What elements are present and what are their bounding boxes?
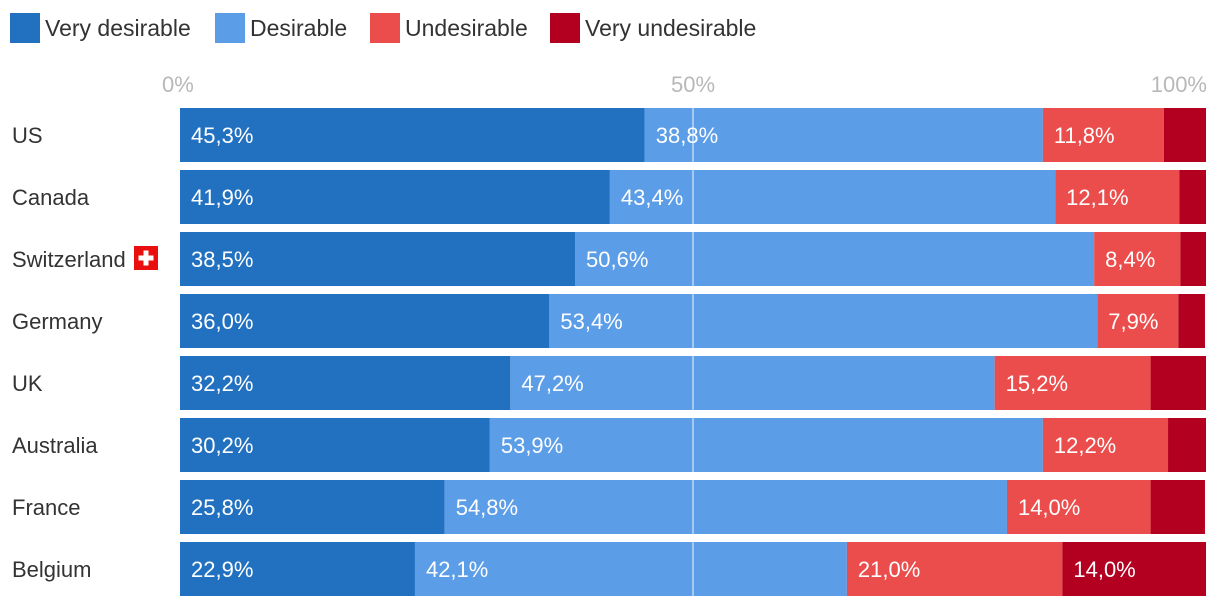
- value-label-germany-undesirable: 7,9%: [1108, 309, 1158, 334]
- bar-germany-very-undesirable: [1178, 294, 1205, 348]
- bar-france-very-undesirable: [1150, 480, 1205, 534]
- category-label-switzerland: Switzerland: [12, 247, 126, 272]
- legend-swatch-undesirable: [370, 13, 400, 43]
- x-axis: 0% 50% 100%: [162, 72, 1207, 97]
- category-label-canada: Canada: [12, 185, 90, 210]
- value-label-germany-very-desirable: 36,0%: [191, 309, 253, 334]
- bar-belgium-desirable: [414, 542, 847, 596]
- x-tick-100: 100%: [1151, 72, 1207, 97]
- bar-germany-desirable: [549, 294, 1098, 348]
- swiss-flag-icon: [134, 246, 158, 270]
- value-label-germany-desirable: 53,4%: [560, 309, 622, 334]
- bar-france-desirable: [444, 480, 1007, 534]
- value-label-switzerland-desirable: 50,6%: [586, 247, 648, 272]
- value-label-us-undesirable: 11,8%: [1054, 123, 1115, 148]
- legend: Very desirable Desirable Undesirable Very u…: [10, 13, 756, 43]
- category-label-belgium: Belgium: [12, 557, 91, 582]
- bar-france-very-desirable: [180, 480, 445, 534]
- category-labels: US Canada Switzerland Germany UK Australia Fra…: [12, 123, 158, 582]
- bar-uk-very-desirable: [180, 356, 511, 410]
- value-label-france-undesirable: 14,0%: [1018, 495, 1080, 520]
- legend-label-desirable: Desirable: [250, 15, 347, 41]
- legend-swatch-desirable: [215, 13, 245, 43]
- value-label-uk-very-desirable: 32,2%: [191, 371, 253, 396]
- value-label-us-desirable: 38,8%: [656, 123, 718, 148]
- bar-belgium-undesirable: [846, 542, 1063, 596]
- value-label-australia-desirable: 53,9%: [501, 433, 563, 458]
- bar-switzerland-very-desirable: [180, 232, 576, 286]
- value-label-belgium-very-desirable: 22,9%: [191, 557, 253, 582]
- bars: [180, 108, 1206, 596]
- bar-canada-very-desirable: [180, 170, 610, 224]
- category-label-australia: Australia: [12, 433, 98, 458]
- bar-switzerland-undesirable: [1094, 232, 1181, 286]
- category-label-us: US: [12, 123, 43, 148]
- bar-belgium-very-undesirable: [1062, 542, 1206, 596]
- value-label-canada-desirable: 43,4%: [621, 185, 683, 210]
- bar-canada-undesirable: [1055, 170, 1180, 224]
- x-tick-0: 0%: [162, 72, 194, 97]
- value-label-us-very-desirable: 45,3%: [191, 123, 253, 148]
- bar-canada-very-undesirable: [1179, 170, 1206, 224]
- category-label-germany: Germany: [12, 309, 102, 334]
- bar-us-very-desirable: [180, 108, 645, 162]
- bar-switzerland-desirable: [575, 232, 1095, 286]
- legend-label-undesirable: Undesirable: [405, 15, 528, 41]
- bar-canada-desirable: [609, 170, 1056, 224]
- bar-uk-very-undesirable: [1150, 356, 1206, 410]
- bar-australia-very-undesirable: [1168, 418, 1206, 472]
- value-label-australia-undesirable: 12,2%: [1054, 433, 1116, 458]
- bar-belgium-very-desirable: [180, 542, 415, 596]
- bar-uk-desirable: [510, 356, 995, 410]
- value-label-switzerland-undesirable: 8,4%: [1105, 247, 1155, 272]
- value-label-uk-undesirable: 15,2%: [1006, 371, 1068, 396]
- value-label-uk-desirable: 47,2%: [521, 371, 583, 396]
- legend-swatch-very-undesirable: [550, 13, 580, 43]
- bar-france-undesirable: [1006, 480, 1151, 534]
- bar-us-desirable: [644, 108, 1043, 162]
- bar-australia-desirable: [489, 418, 1043, 472]
- value-label-belgium-very-undesirable: 14,0%: [1073, 557, 1135, 582]
- value-label-belgium-desirable: 42,1%: [426, 557, 488, 582]
- value-label-switzerland-very-desirable: 38,5%: [191, 247, 253, 272]
- x-tick-50: 50%: [671, 72, 715, 97]
- legend-swatch-very-desirable: [10, 13, 40, 43]
- bar-switzerland-very-undesirable: [1180, 232, 1206, 286]
- bar-australia-very-desirable: [180, 418, 490, 472]
- bar-us-undesirable: [1042, 108, 1164, 162]
- bar-australia-undesirable: [1042, 418, 1169, 472]
- value-label-france-very-desirable: 25,8%: [191, 495, 253, 520]
- bar-germany-undesirable: [1097, 294, 1179, 348]
- value-label-belgium-undesirable: 21,0%: [858, 557, 920, 582]
- value-label-australia-very-desirable: 30,2%: [191, 433, 253, 458]
- bar-uk-undesirable: [994, 356, 1151, 410]
- labels: 45,3% 38,8% 11,8% 41,9% 43,4% 12,1% 38,5% 50,6%…: [191, 123, 1158, 582]
- value-label-canada-undesirable: 12,1%: [1066, 185, 1128, 210]
- category-label-france: France: [12, 495, 80, 520]
- value-label-canada-very-desirable: 41,9%: [191, 185, 253, 210]
- legend-label-very-desirable: Very desirable: [45, 15, 191, 41]
- bar-us-very-undesirable: [1163, 108, 1206, 162]
- category-label-uk: UK: [12, 371, 43, 396]
- value-label-france-desirable: 54,8%: [456, 495, 518, 520]
- legend-label-very-undesirable: Very undesirable: [585, 15, 756, 41]
- bar-germany-very-desirable: [180, 294, 550, 348]
